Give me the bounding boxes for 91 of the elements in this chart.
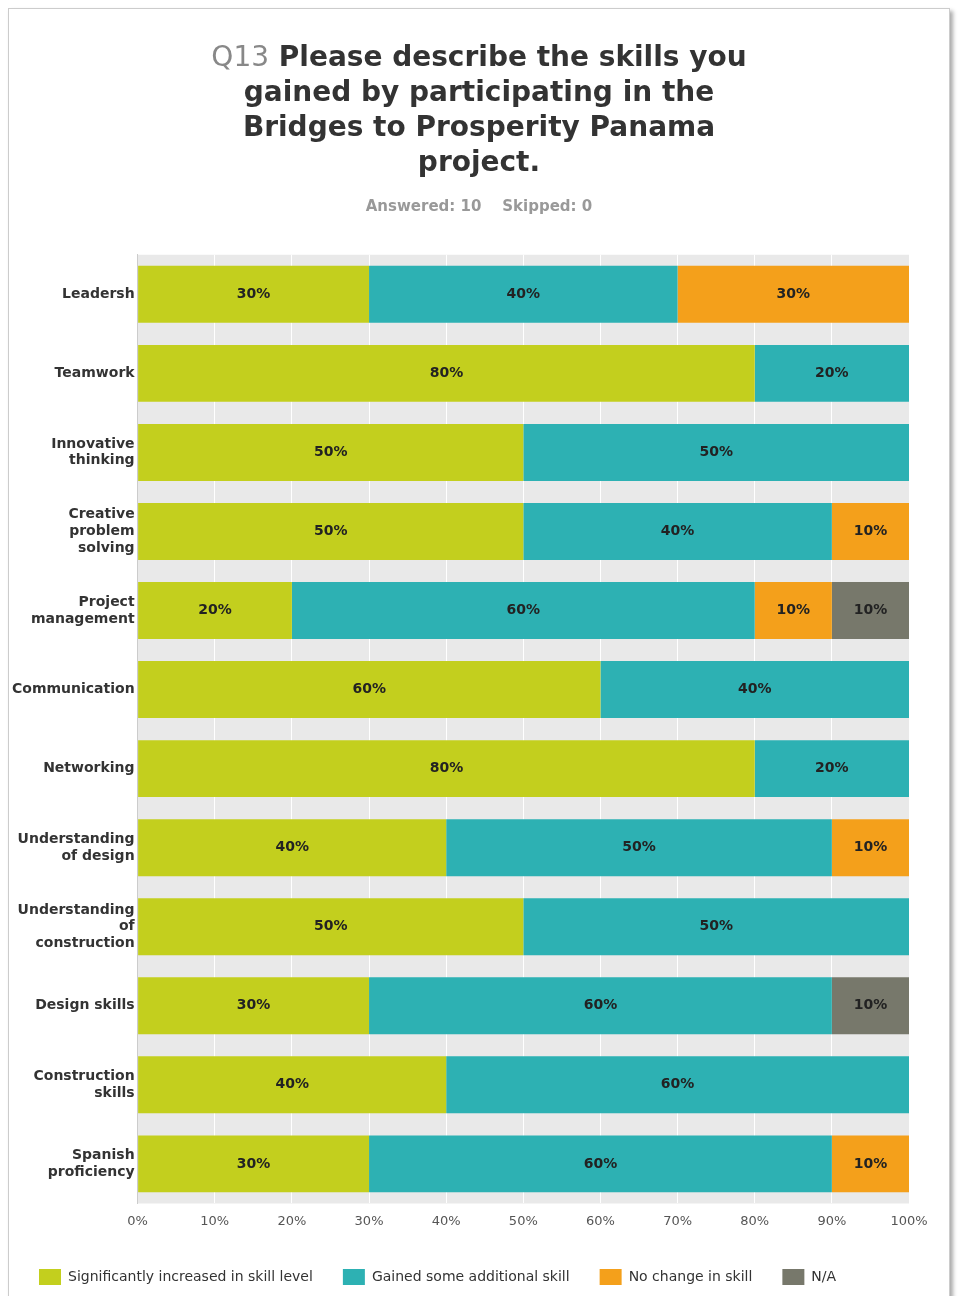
x-tick-label: 30%: [354, 1212, 384, 1228]
data-label: 10%: [853, 996, 888, 1013]
bar: [138, 344, 755, 402]
data-label: 20%: [815, 759, 849, 776]
bar: [831, 977, 909, 1035]
legend-label: No change in skill: [628, 1267, 753, 1284]
bar: [369, 977, 832, 1035]
y-tick-label: Innovative thinking: [51, 434, 135, 468]
data-label: 10%: [853, 522, 888, 539]
x-tick-label: 50%: [508, 1212, 538, 1228]
bar: [754, 740, 909, 798]
data-label: 10%: [853, 1154, 888, 1171]
bar: [138, 819, 447, 877]
data-label: 40%: [737, 680, 772, 697]
bar: [138, 740, 755, 798]
data-label: 50%: [699, 917, 733, 934]
data-label: 20%: [815, 364, 849, 381]
data-label: 60%: [583, 1154, 618, 1171]
bar: [600, 661, 909, 719]
y-tick-label: Design skills: [35, 996, 135, 1013]
bar: [138, 582, 292, 639]
bar: [138, 977, 370, 1035]
legend-label: N/A: [811, 1267, 837, 1284]
x-tick-label: 100%: [890, 1212, 928, 1228]
y-tick-label: Teamwork: [54, 364, 136, 381]
bar: [677, 265, 909, 323]
bar: [523, 503, 832, 560]
bar: [138, 661, 601, 719]
x-tick-label: 90%: [817, 1212, 847, 1228]
data-label: 60%: [352, 680, 387, 697]
bar: [831, 582, 909, 639]
x-tick-label: 80%: [740, 1212, 770, 1228]
y-tick-label: Communication: [12, 680, 135, 697]
chart-subtitle: Answered: 10 Skipped: 0: [364, 197, 594, 215]
bar: [138, 1056, 447, 1114]
data-label: 50%: [699, 443, 733, 460]
data-label: 60%: [506, 601, 541, 618]
y-tick-label: Project management: [30, 592, 135, 626]
bar: [831, 503, 909, 560]
y-tick-label: Construction skills: [33, 1067, 135, 1100]
bar: [831, 819, 909, 877]
data-label: 50%: [313, 522, 348, 539]
data-label: 10%: [776, 601, 811, 618]
data-label: 40%: [275, 838, 309, 855]
bar: [831, 1135, 909, 1193]
bar: [369, 1135, 832, 1193]
data-label: 30%: [776, 284, 811, 301]
chart-title: Q13 Please describe the skills you gained by participating in the Bridges to Prosperity Panama project.: [211, 40, 747, 178]
bar: [138, 1135, 370, 1193]
data-label: 60%: [660, 1075, 695, 1092]
data-label: 80%: [429, 364, 464, 381]
data-label: 30%: [236, 996, 271, 1013]
y-tick-label: Networking: [43, 759, 135, 776]
bar: [523, 423, 909, 481]
x-tick-label: 0%: [127, 1212, 148, 1228]
x-tick-label: 20%: [277, 1212, 307, 1228]
bar: [138, 503, 524, 560]
y-tick-label: Understanding of construction: [17, 900, 136, 951]
data-label: 50%: [622, 838, 656, 855]
bar: [138, 423, 524, 481]
legend-label: Significantly increased in skill level: [68, 1267, 313, 1284]
y-tick-label: Spanish proficiency: [47, 1146, 135, 1179]
bar: [754, 582, 832, 639]
data-label: 40%: [275, 1075, 309, 1092]
data-label: 50%: [313, 917, 348, 934]
bar: [138, 265, 370, 323]
data-label: 30%: [236, 284, 271, 301]
data-label: 40%: [660, 522, 695, 539]
data-label: 20%: [198, 601, 232, 618]
bar: [446, 1056, 909, 1114]
bar: [523, 898, 909, 956]
bar: [369, 265, 678, 323]
x-tick-label: 40%: [431, 1212, 461, 1228]
y-tick-label: Creative problem solving: [68, 505, 135, 555]
data-label: 50%: [313, 443, 348, 460]
bar: [446, 819, 832, 877]
bar: [754, 344, 909, 402]
data-label: 10%: [853, 601, 888, 618]
data-label: 10%: [853, 838, 888, 855]
x-tick-label: 60%: [586, 1212, 615, 1228]
x-tick-label: 70%: [663, 1212, 693, 1228]
y-tick-label: Understanding of design: [17, 829, 135, 863]
x-tick-label: 10%: [200, 1212, 230, 1228]
y-tick-label: Leadersh: [62, 284, 135, 301]
legend-label: Gained some additional skill: [371, 1267, 570, 1284]
data-label: 80%: [429, 759, 464, 776]
data-label: 30%: [236, 1154, 271, 1171]
bar: [291, 582, 755, 639]
data-label: 60%: [583, 996, 618, 1013]
data-label: 40%: [506, 284, 541, 301]
bar: [138, 898, 524, 956]
